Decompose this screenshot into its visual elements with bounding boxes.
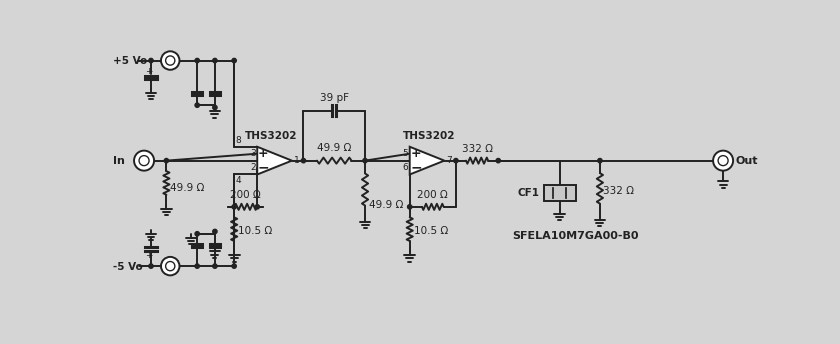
- Text: +: +: [411, 147, 421, 160]
- Text: In: In: [113, 155, 125, 165]
- Text: 49.9 Ω: 49.9 Ω: [171, 183, 205, 193]
- Text: 332 Ω: 332 Ω: [603, 186, 634, 196]
- Polygon shape: [410, 147, 444, 174]
- Text: SFELA10M7GA00-B0: SFELA10M7GA00-B0: [512, 232, 638, 241]
- Circle shape: [454, 159, 458, 163]
- Text: 4: 4: [236, 176, 241, 185]
- Text: 200 Ω: 200 Ω: [230, 190, 261, 200]
- Circle shape: [161, 257, 180, 275]
- Circle shape: [363, 159, 367, 163]
- Text: 332 Ω: 332 Ω: [462, 144, 492, 154]
- Text: 5: 5: [402, 149, 408, 158]
- Text: +: +: [145, 67, 152, 76]
- Circle shape: [195, 264, 199, 268]
- Circle shape: [598, 159, 602, 163]
- Text: THS3202: THS3202: [245, 131, 297, 141]
- Text: −: −: [410, 161, 422, 174]
- Text: 39 pF: 39 pF: [320, 93, 349, 103]
- Text: 6: 6: [402, 163, 408, 172]
- Text: -5 Vo: -5 Vo: [113, 262, 143, 272]
- Circle shape: [165, 159, 169, 163]
- Circle shape: [255, 205, 260, 209]
- Circle shape: [213, 105, 217, 110]
- Text: 200 Ω: 200 Ω: [417, 190, 449, 200]
- Circle shape: [232, 58, 236, 63]
- Text: 10.5 Ω: 10.5 Ω: [413, 226, 448, 236]
- Text: +5 Vo: +5 Vo: [113, 56, 148, 66]
- Circle shape: [232, 205, 236, 209]
- Text: 10.5 Ω: 10.5 Ω: [238, 226, 272, 236]
- Text: 49.9 Ω: 49.9 Ω: [369, 200, 403, 210]
- Circle shape: [302, 159, 306, 163]
- Text: 7: 7: [447, 156, 453, 165]
- Text: 2: 2: [250, 163, 255, 172]
- Text: 1: 1: [294, 156, 300, 165]
- Text: THS3202: THS3202: [402, 131, 455, 141]
- Circle shape: [713, 151, 733, 171]
- Circle shape: [134, 151, 154, 171]
- Circle shape: [149, 58, 153, 63]
- Circle shape: [213, 264, 217, 268]
- Circle shape: [213, 229, 217, 234]
- Circle shape: [407, 205, 412, 209]
- Circle shape: [213, 58, 217, 63]
- Text: 49.9 Ω: 49.9 Ω: [317, 143, 351, 153]
- Text: 3: 3: [250, 149, 255, 158]
- Polygon shape: [257, 147, 292, 174]
- Text: −: −: [258, 161, 270, 174]
- Text: +: +: [258, 147, 269, 160]
- Circle shape: [195, 232, 199, 236]
- Circle shape: [149, 264, 153, 268]
- FancyBboxPatch shape: [543, 185, 576, 201]
- Text: CF1: CF1: [517, 188, 540, 198]
- Circle shape: [195, 58, 199, 63]
- Text: Out: Out: [736, 155, 758, 165]
- Circle shape: [161, 51, 180, 70]
- Circle shape: [195, 103, 199, 107]
- Text: +: +: [145, 251, 152, 260]
- Circle shape: [496, 159, 501, 163]
- Text: 8: 8: [236, 136, 241, 145]
- Circle shape: [232, 264, 236, 268]
